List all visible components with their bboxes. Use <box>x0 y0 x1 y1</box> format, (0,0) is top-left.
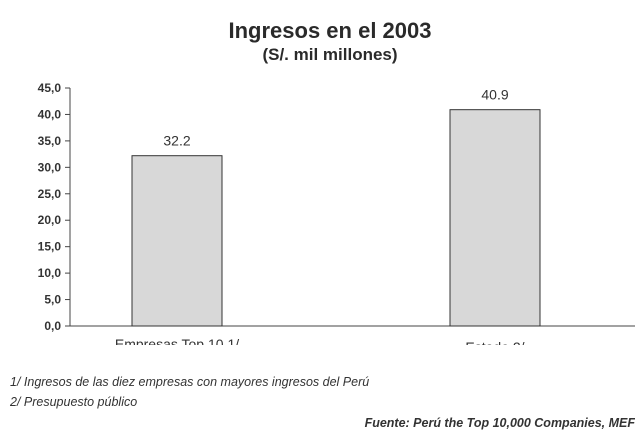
data-label-1: 32.2 <box>163 133 190 149</box>
y-tick-label: 5,0 <box>44 293 61 307</box>
y-tick-label: 25,0 <box>38 187 62 201</box>
category-label-1: Empresas Top 10 1/ <box>115 336 239 345</box>
y-tick-label: 0,0 <box>44 319 61 333</box>
chart-title: Ingresos en el 2003 <box>229 18 432 43</box>
footnote-2: 2/ Presupuesto público <box>10 395 138 409</box>
y-tick-label: 20,0 <box>38 213 62 227</box>
y-tick-label: 45,0 <box>38 81 62 95</box>
source-note: Fuente: Perú the Top 10,000 Companies, M… <box>364 416 635 430</box>
y-ticks: 0,0 5,0 10,0 15,0 20,0 25,0 30,0 35,0 40,0 45,0 <box>38 81 70 333</box>
y-tick-label: 15,0 <box>38 240 62 254</box>
bar-2 <box>449 109 541 327</box>
y-tick-label: 10,0 <box>38 266 62 280</box>
data-labels: 32.2 40.9 <box>163 87 508 149</box>
footnote-1: 1/ Ingresos de las diez empresas con may… <box>10 375 370 389</box>
y-tick-label: 30,0 <box>38 160 62 174</box>
bars <box>131 109 541 327</box>
y-tick-label: 35,0 <box>38 134 62 148</box>
bar-chart: Ingresos en el 2003 (S/. mil millones) 0… <box>38 18 635 345</box>
category-labels: Empresas Top 10 1/Estado 2/ <box>115 336 525 345</box>
category-label-2: Estado 2/ <box>465 339 524 345</box>
data-label-2: 40.9 <box>481 87 508 103</box>
y-tick-label: 40,0 <box>38 107 62 121</box>
bar-1 <box>131 155 223 327</box>
chart-subtitle: (S/. mil millones) <box>262 45 397 64</box>
